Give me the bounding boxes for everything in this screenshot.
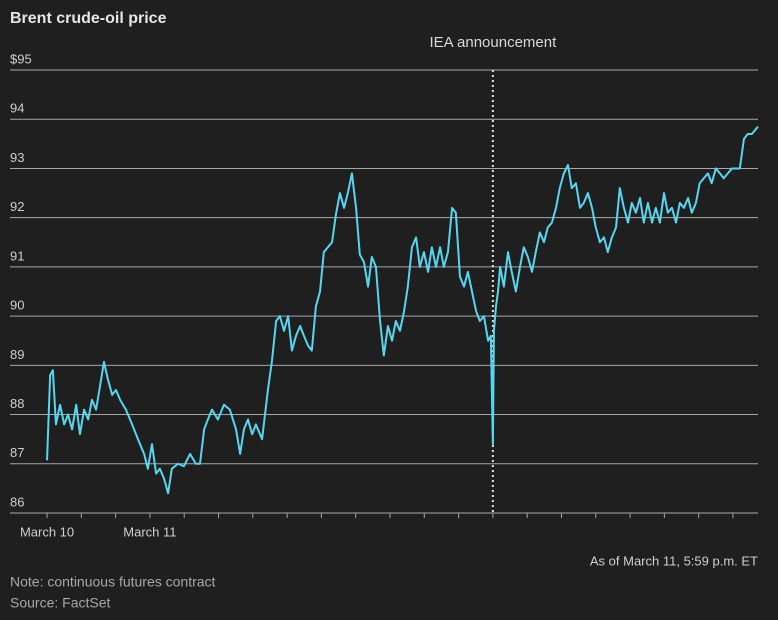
timestamp: As of March 11, 5:59 p.m. ET — [590, 553, 758, 568]
y-tick-label: 86 — [10, 494, 24, 509]
note: Note: continuous futures contract — [10, 574, 216, 590]
chart-title: Brent crude-oil price — [10, 10, 167, 27]
source: Source: FactSet — [10, 595, 110, 611]
y-tick-label: 92 — [10, 199, 24, 214]
price-line — [46, 125, 759, 495]
annotation-text: IEA announcement — [430, 34, 558, 51]
y-tick-label: 94 — [10, 101, 24, 116]
y-tick-label: 90 — [10, 298, 24, 313]
y-tick-label: 88 — [10, 396, 24, 411]
y-tick-label: 87 — [10, 445, 24, 460]
y-tick-label: 89 — [10, 347, 24, 362]
y-tick-label: $95 — [10, 51, 32, 66]
x-tick-label: March 11 — [123, 524, 176, 539]
x-tick-label: March 10 — [20, 524, 74, 539]
y-tick-label: 91 — [10, 248, 24, 263]
y-tick-label: 93 — [10, 150, 24, 165]
